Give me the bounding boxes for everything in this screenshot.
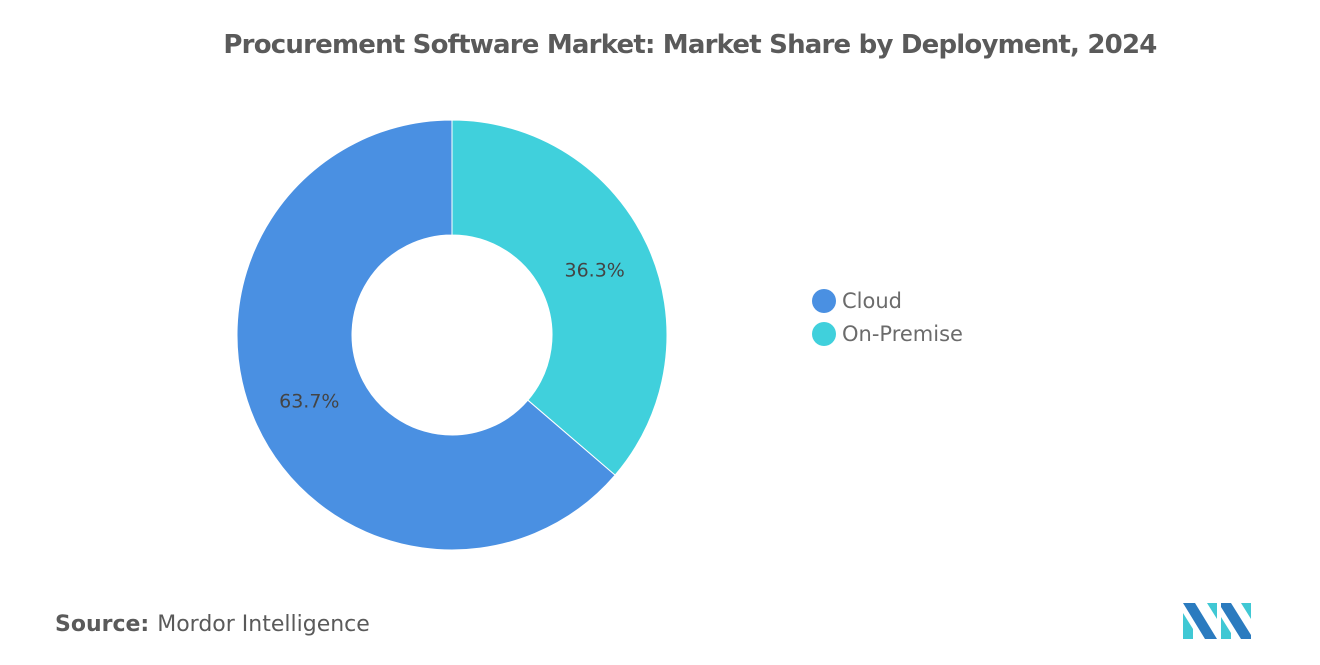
donut-slice-on-premise[interactable] [451,119,668,476]
mordor-intelligence-logo [1183,603,1251,639]
legend: Cloud On-Premise [812,284,963,350]
legend-label: On-Premise [842,321,963,346]
source-note: Source: Mordor Intelligence [55,612,370,637]
source-value: Mordor Intelligence [157,612,370,637]
legend-label: Cloud [842,288,902,313]
legend-swatch-cloud [812,288,836,313]
source-label: Source: [55,612,150,637]
data-label-cloud: 63.7% [279,391,339,413]
legend-item-on-premise[interactable]: On-Premise [812,317,963,350]
legend-item-cloud[interactable]: Cloud [812,284,963,317]
donut-slice-cloud[interactable] [236,119,616,551]
chart-title: Procurement Software Market: Market Shar… [223,30,1157,60]
legend-swatch-on-premise [812,321,836,346]
data-label-on-premise: 36.3% [565,259,625,281]
